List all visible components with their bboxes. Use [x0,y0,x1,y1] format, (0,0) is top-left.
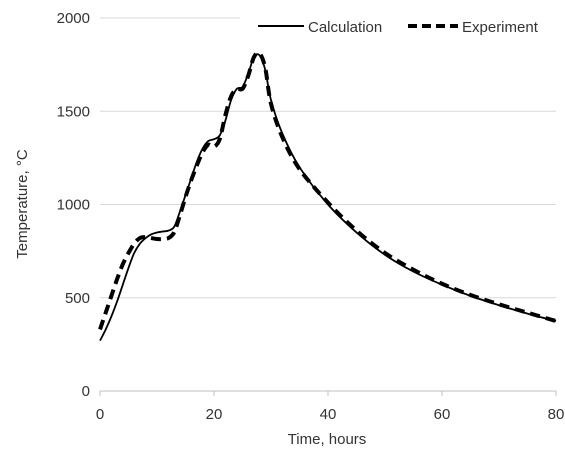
legend-label-calculation: Calculation [308,19,382,36]
y-axis-title: Temperature, °C [14,149,31,259]
x-tick-label: 60 [434,406,451,423]
series-line-experiment [98,50,557,331]
y-tick-label: 1000 [57,197,90,214]
y-tick-label: 1500 [57,103,90,120]
y-tick-label: 0 [82,383,90,400]
series-lines [98,50,557,342]
x-tick-label: 20 [206,406,223,423]
x-tick-label: 0 [96,406,104,423]
x-tick-label: 40 [320,406,337,423]
tick-labels: 0 500 1000 1500 2000 0 20 40 60 80 [57,10,565,423]
axes [99,390,557,396]
y-tick-label: 2000 [57,10,90,27]
legend-label-experiment: Experiment [462,19,539,36]
x-tick-label: 80 [548,406,565,423]
x-axis-title: Time, hours [288,431,367,448]
y-tick-label: 500 [65,290,90,307]
legend: Calculation Experiment [240,10,558,44]
gridlines [100,17,556,299]
